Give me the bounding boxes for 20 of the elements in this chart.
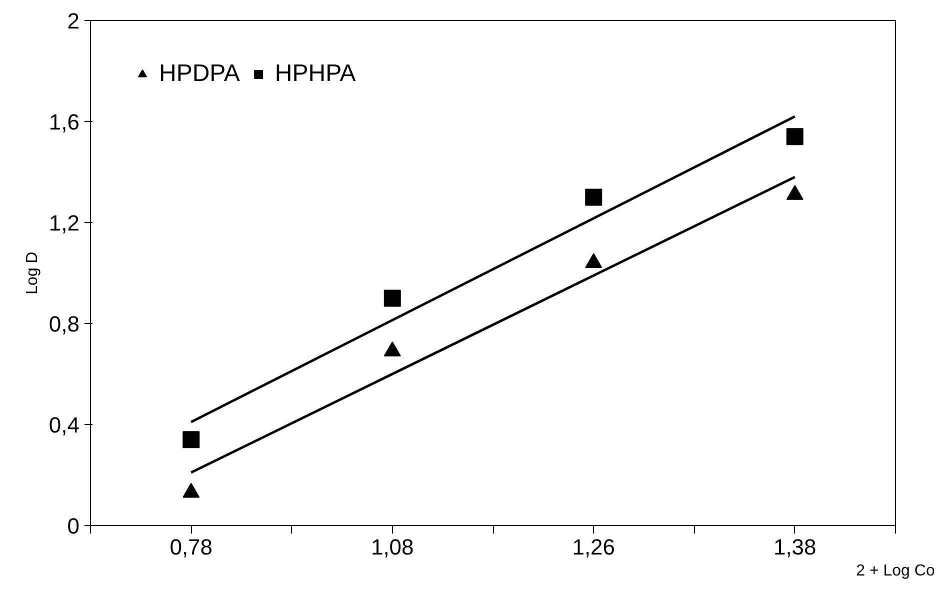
y-tick-label: 0,8 [48,312,80,336]
point [786,128,804,146]
y-tick-label: 1,6 [48,110,80,134]
x-tick-label: 0,78 [170,534,213,560]
x-tick-label: 1,08 [370,534,414,560]
x-tick-label: 1,26 [572,534,616,560]
x-tick-label: 1,38 [773,534,816,560]
y-tick-label: 0 [67,514,80,538]
point [182,482,200,498]
y-tick-label: 1,2 [48,210,80,236]
point [585,253,602,268]
point [384,342,401,356]
legend-label: HPHPA [274,60,356,88]
point [384,290,401,307]
y-axis-title: Log D [24,252,41,294]
point [585,188,602,206]
y-tick-label: 0,4 [48,412,80,438]
y-tick-label: 2 [67,8,80,34]
legend-label: HPDPA [159,60,240,88]
x-axis-title: 2 + Log Co [856,562,935,580]
